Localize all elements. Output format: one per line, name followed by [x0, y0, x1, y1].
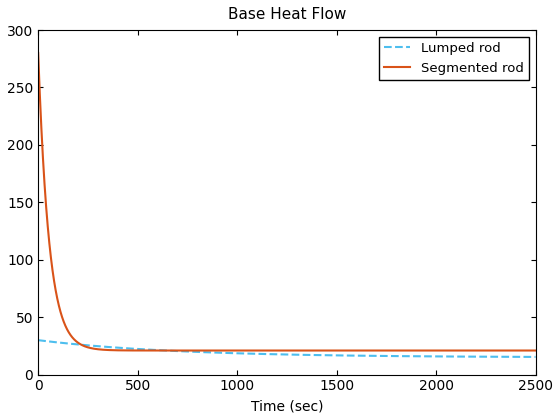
Lumped rod [358, 353, 365, 358]
Segmented rod [444, 348, 450, 353]
X-axis label: Time (sec): Time (sec) [251, 399, 323, 413]
Segmented rod [358, 348, 365, 353]
Segmented rod [468, 348, 474, 353]
Lumped rod [532, 354, 539, 360]
Line: Lumped rod: Lumped rod [38, 340, 535, 357]
Lumped rod [444, 354, 450, 359]
Segmented rod [35, 50, 41, 55]
Legend: Lumped rod, Segmented rod: Lumped rod, Segmented rod [379, 37, 529, 80]
Segmented rod [225, 348, 232, 353]
Lumped rod [35, 338, 41, 343]
Lumped rod [333, 353, 340, 358]
Segmented rod [333, 348, 340, 353]
Segmented rod [125, 348, 132, 353]
Segmented rod [532, 348, 539, 353]
Lumped rod [406, 354, 413, 359]
Title: Base Heat Flow: Base Heat Flow [228, 7, 346, 22]
Segmented rod [406, 348, 413, 353]
Lumped rod [225, 350, 232, 355]
Lumped rod [125, 346, 132, 351]
Line: Segmented rod: Segmented rod [38, 53, 535, 351]
